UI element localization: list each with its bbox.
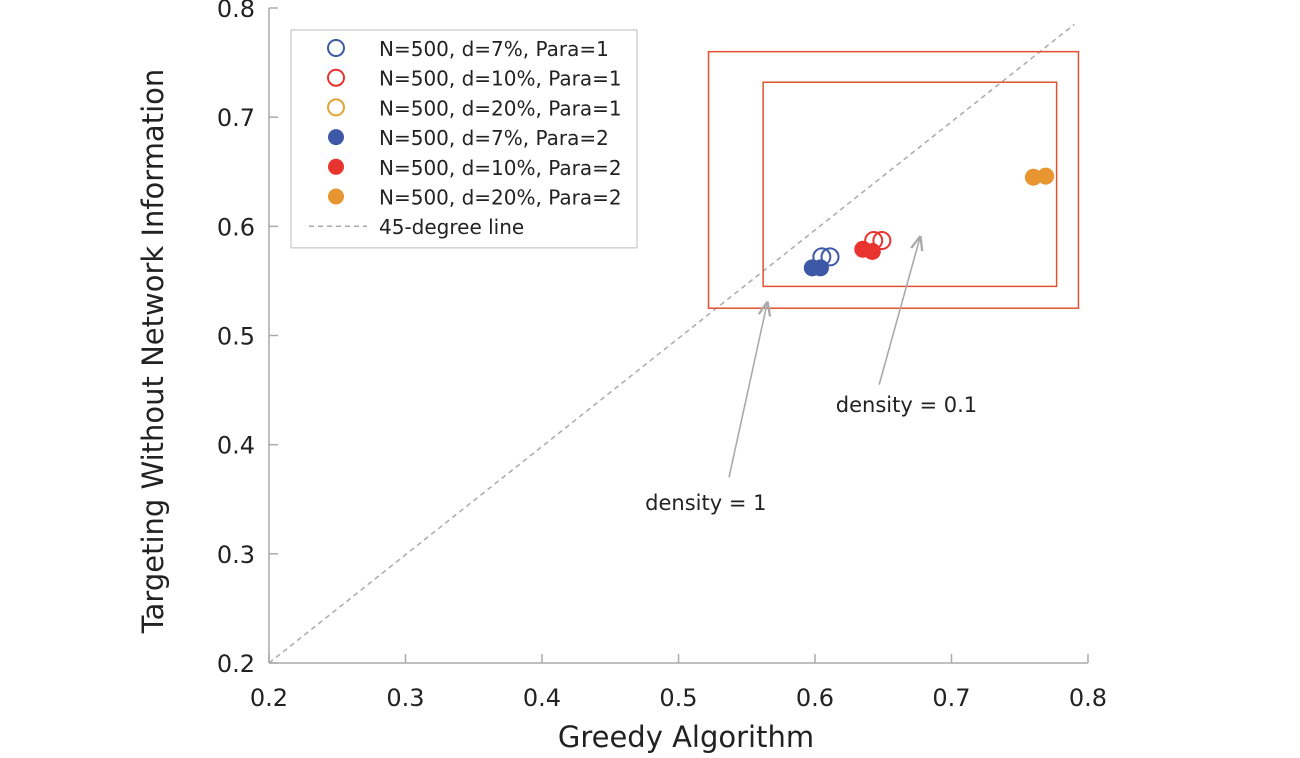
- y-axis-title: Targeting Without Network Information: [136, 69, 170, 635]
- legend-label: N=500, d=7%, Para=2: [379, 126, 609, 150]
- annotation-arrow: [728, 303, 767, 478]
- x-tick-label: 0.4: [523, 684, 561, 712]
- y-tick-label: 0.3: [217, 541, 255, 569]
- legend-marker: [328, 188, 344, 205]
- legend-marker: [328, 158, 344, 175]
- x-tick-label: 0.7: [932, 684, 970, 712]
- legend-label: N=500, d=10%, Para=1: [379, 67, 622, 91]
- x-tick-label: 0.5: [659, 684, 697, 712]
- data-point: [820, 247, 840, 267]
- y-tick-label: 0.7: [217, 104, 255, 132]
- legend-label: N=500, d=7%, Para=1: [379, 37, 609, 61]
- legend-box: [290, 29, 638, 249]
- y-tick-label: 0.2: [217, 650, 255, 678]
- legend-marker: [327, 98, 345, 117]
- legend-marker: [327, 68, 345, 87]
- density-region-box: [762, 81, 1058, 288]
- legend-label: N=500, d=20%, Para=2: [379, 186, 622, 210]
- density-region-box: [707, 50, 1080, 309]
- data-point: [1024, 168, 1042, 186]
- y-tick-label: 0.6: [217, 213, 255, 241]
- legend-marker: [328, 129, 344, 146]
- x-tick-label: 0.2: [250, 684, 288, 712]
- data-point: [811, 259, 829, 277]
- density-annotation-label: density = 1: [645, 491, 766, 515]
- x-tick-label: 0.3: [386, 684, 424, 712]
- legend-label: 45-degree line: [379, 215, 524, 239]
- legend-marker: [327, 39, 345, 57]
- x-tick-label: 0.6: [796, 684, 834, 712]
- data-point: [863, 242, 881, 260]
- legend-label: N=500, d=10%, Para=2: [379, 156, 622, 180]
- x-axis-title: Greedy Algorithm: [558, 720, 814, 754]
- reference-line-45-degree: [268, 23, 1075, 664]
- data-point: [1037, 167, 1055, 185]
- data-point: [872, 231, 892, 251]
- y-tick-label: 0.8: [217, 0, 255, 23]
- y-tick-label: 0.4: [217, 432, 255, 460]
- y-tick-label: 0.5: [217, 323, 255, 351]
- annotation-arrow: [878, 237, 920, 385]
- density-annotation-label: density = 0.1: [836, 393, 977, 417]
- x-tick-label: 0.8: [1069, 684, 1107, 712]
- legend-label: N=500, d=20%, Para=1: [379, 96, 622, 120]
